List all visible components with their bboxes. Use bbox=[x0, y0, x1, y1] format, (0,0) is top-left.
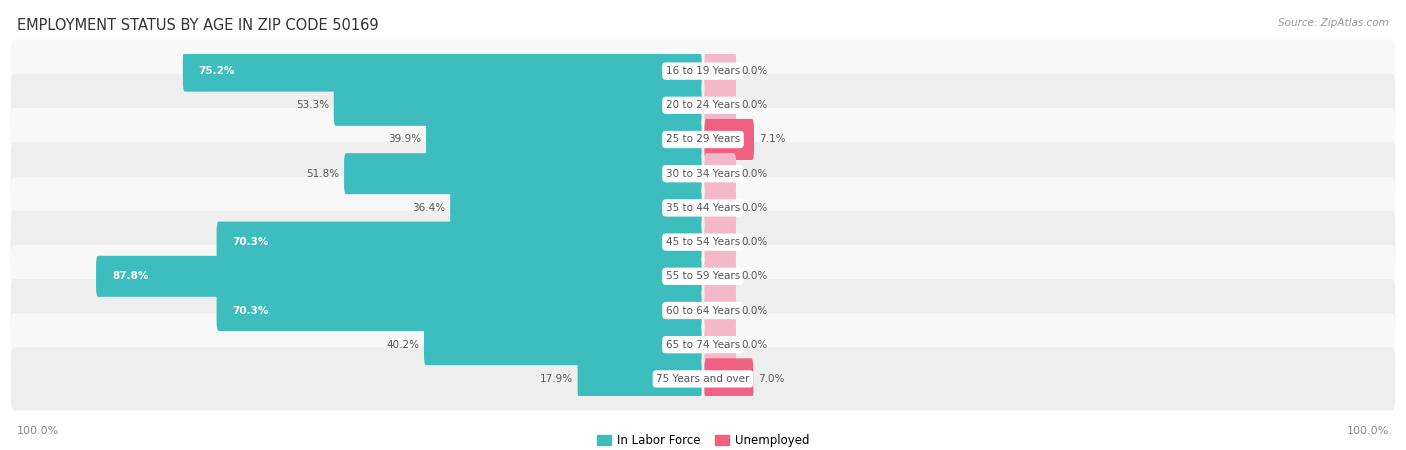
Text: 25 to 29 Years: 25 to 29 Years bbox=[666, 135, 740, 144]
FancyBboxPatch shape bbox=[11, 211, 1395, 274]
Text: 0.0%: 0.0% bbox=[741, 237, 768, 247]
Text: 7.0%: 7.0% bbox=[758, 374, 785, 384]
FancyBboxPatch shape bbox=[704, 119, 754, 160]
FancyBboxPatch shape bbox=[344, 153, 702, 194]
FancyBboxPatch shape bbox=[333, 85, 702, 126]
Text: 35 to 44 Years: 35 to 44 Years bbox=[666, 203, 740, 213]
Text: 0.0%: 0.0% bbox=[741, 340, 768, 350]
Text: 0.0%: 0.0% bbox=[741, 100, 768, 110]
Text: EMPLOYMENT STATUS BY AGE IN ZIP CODE 50169: EMPLOYMENT STATUS BY AGE IN ZIP CODE 501… bbox=[17, 18, 378, 33]
FancyBboxPatch shape bbox=[704, 153, 737, 194]
FancyBboxPatch shape bbox=[426, 119, 702, 160]
Text: Source: ZipAtlas.com: Source: ZipAtlas.com bbox=[1278, 18, 1389, 28]
FancyBboxPatch shape bbox=[11, 176, 1395, 239]
FancyBboxPatch shape bbox=[11, 74, 1395, 137]
FancyBboxPatch shape bbox=[11, 313, 1395, 376]
FancyBboxPatch shape bbox=[96, 256, 702, 297]
Text: 51.8%: 51.8% bbox=[307, 169, 339, 179]
Text: 70.3%: 70.3% bbox=[232, 237, 269, 247]
FancyBboxPatch shape bbox=[704, 290, 737, 331]
Text: 87.8%: 87.8% bbox=[112, 271, 148, 281]
Text: 7.1%: 7.1% bbox=[759, 135, 786, 144]
FancyBboxPatch shape bbox=[578, 358, 702, 400]
Text: 55 to 59 Years: 55 to 59 Years bbox=[666, 271, 740, 281]
FancyBboxPatch shape bbox=[11, 142, 1395, 205]
FancyBboxPatch shape bbox=[11, 279, 1395, 342]
FancyBboxPatch shape bbox=[217, 221, 702, 263]
FancyBboxPatch shape bbox=[11, 40, 1395, 103]
Text: 40.2%: 40.2% bbox=[387, 340, 419, 350]
FancyBboxPatch shape bbox=[704, 85, 737, 126]
Legend: In Labor Force, Unemployed: In Labor Force, Unemployed bbox=[592, 429, 814, 450]
Text: 53.3%: 53.3% bbox=[295, 100, 329, 110]
FancyBboxPatch shape bbox=[217, 290, 702, 331]
Text: 20 to 24 Years: 20 to 24 Years bbox=[666, 100, 740, 110]
FancyBboxPatch shape bbox=[11, 347, 1395, 410]
FancyBboxPatch shape bbox=[425, 324, 702, 365]
Text: 60 to 64 Years: 60 to 64 Years bbox=[666, 306, 740, 315]
FancyBboxPatch shape bbox=[704, 256, 737, 297]
Text: 65 to 74 Years: 65 to 74 Years bbox=[666, 340, 740, 350]
Text: 17.9%: 17.9% bbox=[540, 374, 572, 384]
FancyBboxPatch shape bbox=[704, 221, 737, 263]
Text: 39.9%: 39.9% bbox=[388, 135, 422, 144]
Text: 75 Years and over: 75 Years and over bbox=[657, 374, 749, 384]
Text: 45 to 54 Years: 45 to 54 Years bbox=[666, 237, 740, 247]
Text: 75.2%: 75.2% bbox=[198, 66, 235, 76]
Text: 16 to 19 Years: 16 to 19 Years bbox=[666, 66, 740, 76]
Text: 0.0%: 0.0% bbox=[741, 169, 768, 179]
Text: 0.0%: 0.0% bbox=[741, 306, 768, 315]
Text: 70.3%: 70.3% bbox=[232, 306, 269, 315]
FancyBboxPatch shape bbox=[450, 187, 702, 229]
FancyBboxPatch shape bbox=[704, 50, 737, 92]
FancyBboxPatch shape bbox=[11, 245, 1395, 308]
FancyBboxPatch shape bbox=[704, 187, 737, 229]
Text: 30 to 34 Years: 30 to 34 Years bbox=[666, 169, 740, 179]
FancyBboxPatch shape bbox=[11, 108, 1395, 171]
Text: 100.0%: 100.0% bbox=[17, 427, 59, 436]
Text: 0.0%: 0.0% bbox=[741, 271, 768, 281]
Text: 0.0%: 0.0% bbox=[741, 203, 768, 213]
Text: 36.4%: 36.4% bbox=[412, 203, 446, 213]
FancyBboxPatch shape bbox=[183, 50, 702, 92]
FancyBboxPatch shape bbox=[704, 358, 754, 400]
FancyBboxPatch shape bbox=[704, 324, 737, 365]
Text: 100.0%: 100.0% bbox=[1347, 427, 1389, 436]
Text: 0.0%: 0.0% bbox=[741, 66, 768, 76]
